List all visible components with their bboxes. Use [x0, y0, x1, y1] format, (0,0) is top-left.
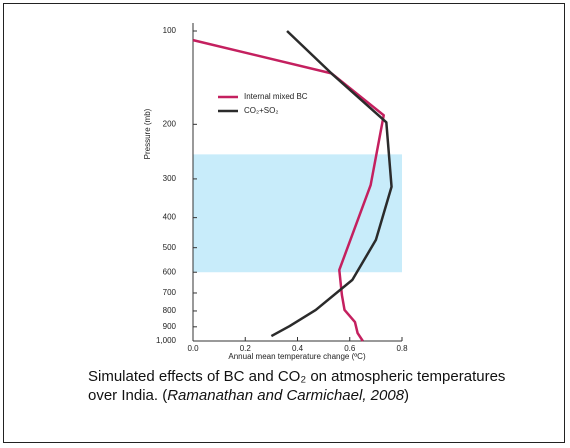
slide-frame [3, 3, 565, 443]
x-tick-label: 0.6 [344, 344, 356, 353]
x-tick-label: 0.0 [187, 344, 199, 353]
x-tick-label: 0.4 [292, 344, 304, 353]
caption-part: Ramanathan and Carmichael, 2008 [167, 387, 405, 404]
series-line [192, 38, 385, 342]
x-tick-label: 0.8 [396, 344, 408, 353]
series-line [270, 30, 393, 338]
y-tick-label: 300 [163, 174, 177, 183]
legend-label: CO₂+SO₂ [244, 106, 278, 115]
caption-part: Simulated effects of BC and CO₂ on atmos… [88, 368, 506, 404]
y-tick-label: 600 [163, 267, 177, 276]
y-tick-label: 500 [163, 243, 177, 252]
caption-part: ) [404, 387, 410, 404]
y-tick-label: 400 [163, 213, 177, 222]
y-tick-label: 900 [163, 322, 177, 331]
y-axis-label: Pressure (mb) [143, 108, 152, 159]
y-tick-label: 1,000 [156, 336, 177, 345]
y-tick-label: 100 [163, 26, 177, 35]
shaded-band [193, 154, 402, 273]
x-axis-label: Annual mean temperature change (ºC) [228, 352, 366, 361]
legend-label: Internal mixed BC [244, 92, 308, 101]
y-tick-label: 800 [163, 306, 177, 315]
x-tick-label: 0.2 [240, 344, 252, 353]
y-tick-label: 700 [163, 288, 177, 297]
caption: Simulated effects of BC and CO₂ on atmos… [88, 367, 528, 405]
y-tick-label: 200 [163, 119, 177, 128]
